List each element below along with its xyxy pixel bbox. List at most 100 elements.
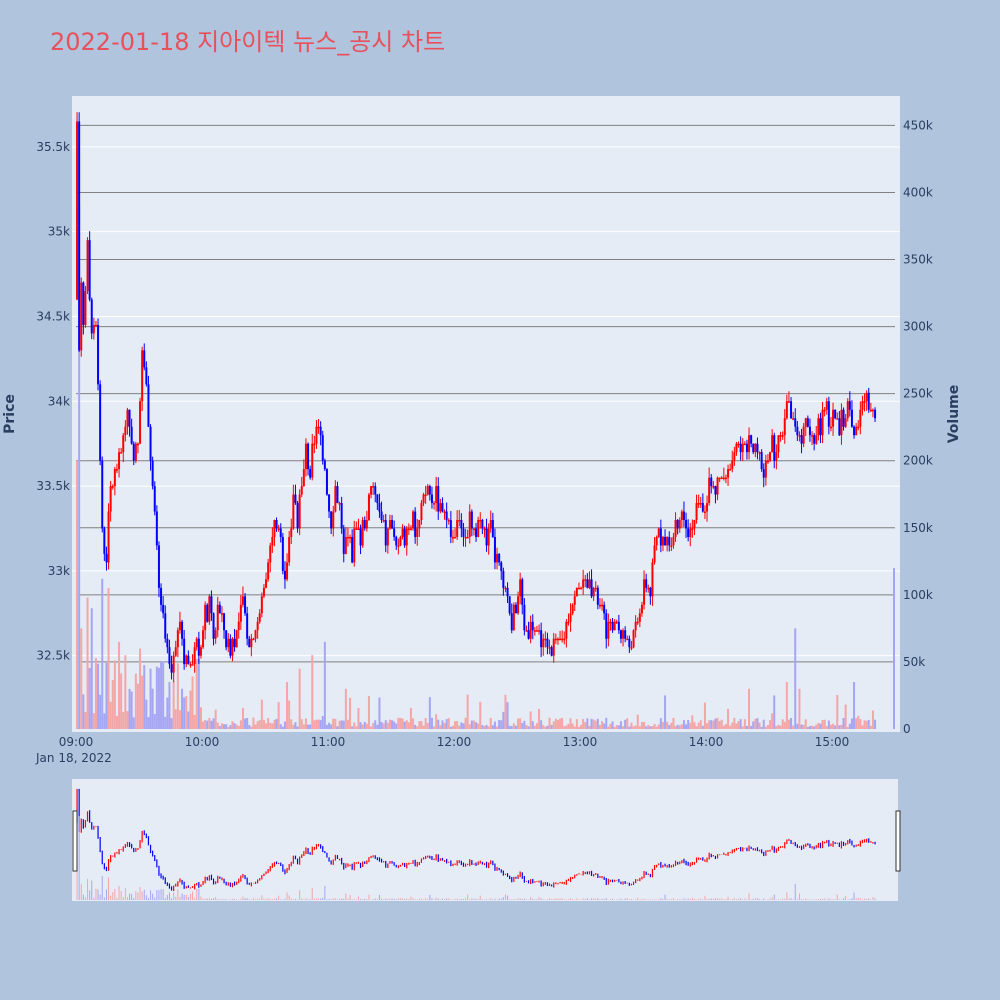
volume-bar xyxy=(239,720,242,729)
volume-bar xyxy=(349,697,352,729)
mini-volume-bar xyxy=(129,893,131,900)
mini-volume-bar xyxy=(584,898,586,900)
mini-volume-bar xyxy=(423,899,425,900)
range-slider-right-handle[interactable] xyxy=(895,810,901,872)
mini-volume-bar xyxy=(332,898,334,900)
volume-bar xyxy=(777,724,780,729)
mini-volume-bar xyxy=(693,898,695,900)
volume-bar xyxy=(632,726,635,729)
volume-bar xyxy=(153,714,156,729)
volume-bar xyxy=(853,682,856,729)
candle-body xyxy=(817,418,820,436)
mini-volume-bar xyxy=(120,891,122,900)
mini-volume-bar xyxy=(521,899,523,900)
candle-body xyxy=(420,503,423,520)
volume-bar xyxy=(346,719,349,729)
candle-body xyxy=(596,587,599,605)
range-slider-area[interactable] xyxy=(72,779,898,901)
candle-body xyxy=(216,604,219,631)
candle-body xyxy=(235,630,238,648)
mini-volume-bar xyxy=(719,898,721,900)
candle-body xyxy=(103,528,106,554)
candle-body xyxy=(735,443,738,453)
volume-bar xyxy=(388,719,391,729)
candle-body xyxy=(794,418,797,427)
mini-volume-bar xyxy=(105,889,107,900)
mini-volume-bar xyxy=(315,898,317,900)
candle-body xyxy=(84,291,87,325)
volume-bar xyxy=(525,724,528,729)
volume-bar xyxy=(643,721,646,729)
volume-bar xyxy=(548,717,551,729)
mini-volume-bar xyxy=(704,895,706,900)
volume-bar xyxy=(403,721,406,729)
volume-bar xyxy=(155,666,158,729)
candle-body xyxy=(395,536,398,546)
mini-volume-bar xyxy=(494,898,496,900)
mini-volume-bar xyxy=(456,898,458,900)
volume-bar xyxy=(454,721,457,729)
mini-volume-bar xyxy=(666,898,668,900)
volume-bar xyxy=(699,720,702,729)
candle-body xyxy=(777,435,780,453)
volume-bar xyxy=(487,726,490,729)
mini-volume-bar xyxy=(708,898,710,900)
mini-volume-bar xyxy=(838,899,840,900)
candle-body xyxy=(502,570,505,588)
mini-volume-bar xyxy=(517,898,519,900)
volume-bar xyxy=(624,719,627,729)
volume-bar xyxy=(107,588,110,729)
volume-bar xyxy=(160,661,163,729)
volume-bar xyxy=(409,707,412,729)
candle-body xyxy=(468,511,471,537)
volume-bar xyxy=(664,695,667,729)
candle-body xyxy=(82,282,85,325)
candle-body xyxy=(512,604,515,631)
mini-volume-bar xyxy=(836,894,838,900)
volume-bar xyxy=(542,725,545,729)
range-slider-left-handle[interactable] xyxy=(72,810,78,872)
mini-volume-bar xyxy=(458,899,460,900)
mini-volume-bar xyxy=(597,898,599,900)
mini-volume-bar xyxy=(133,898,135,900)
mini-volume-bar xyxy=(80,883,82,900)
candle-body xyxy=(855,426,858,436)
candle-body xyxy=(670,545,673,547)
candle-body xyxy=(720,477,723,480)
mini-volume-bar xyxy=(112,892,114,900)
volume-bar xyxy=(588,725,591,729)
volume-bar xyxy=(174,709,177,729)
mini-volume-bar xyxy=(868,898,870,900)
volume-bar xyxy=(309,724,312,729)
candle-body xyxy=(706,503,709,512)
volume-bar xyxy=(580,724,583,729)
candle-body xyxy=(798,435,801,437)
volume-bar xyxy=(294,722,297,729)
mini-volume-bar xyxy=(523,898,525,900)
candle-body xyxy=(674,520,677,537)
volume-bar xyxy=(533,725,536,729)
volume-bar xyxy=(739,719,742,729)
volume-bar xyxy=(512,723,515,729)
volume-bar xyxy=(609,723,612,729)
candle-body xyxy=(609,621,612,624)
volume-bar xyxy=(514,725,517,729)
candle-body xyxy=(575,587,578,597)
volume-bar xyxy=(227,726,230,729)
mini-volume-bar xyxy=(192,891,194,900)
mini-volume-bar xyxy=(866,898,868,900)
mini-volume-bar xyxy=(817,899,819,900)
volume-bar xyxy=(834,725,837,729)
volume-bar xyxy=(678,725,681,729)
mini-volume-bar xyxy=(196,888,198,900)
mini-volume-bar xyxy=(591,898,593,900)
mini-volume-bar xyxy=(748,893,750,900)
mini-volume-bar xyxy=(687,898,689,900)
candle-body xyxy=(145,367,148,385)
volume-bar xyxy=(842,718,845,729)
volume-bar xyxy=(657,724,660,729)
volume-bar xyxy=(195,659,198,729)
volume-bar xyxy=(737,721,740,729)
mini-volume-bar xyxy=(393,898,395,900)
candle-body xyxy=(183,638,186,665)
